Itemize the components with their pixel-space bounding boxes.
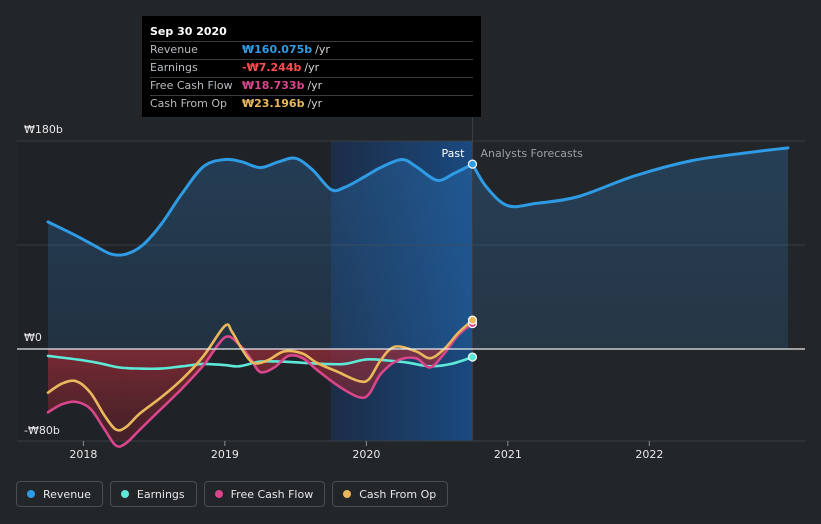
- series-endpoints: [467, 159, 478, 362]
- legend-dot-icon: [27, 490, 35, 498]
- cash-from-op-line: [46, 318, 474, 432]
- series-lines: [46, 146, 790, 448]
- tooltip-label: Free Cash Flow: [150, 79, 233, 92]
- tooltip-row-earnings: Earnings -₩7.244b /yr: [150, 59, 473, 77]
- cash-from-op-endpoint: [467, 315, 478, 325]
- x-axis: 2018 2019 2020 2021 2022: [69, 441, 663, 461]
- revenue-endpoint: [467, 159, 478, 169]
- y-axis-labels: ₩180b ₩0 -₩80b: [24, 123, 63, 437]
- past-label: Past: [442, 147, 466, 160]
- legend-dot-icon: [343, 490, 352, 498]
- data-tooltip: Sep 30 2020 Revenue ₩160.075b /yr Earnin…: [142, 16, 481, 117]
- tooltip-value: ₩18.733b: [242, 79, 305, 92]
- tooltip-label: Revenue: [150, 43, 198, 56]
- tooltip-label: Earnings: [150, 61, 198, 74]
- earnings-endpoint: [467, 352, 478, 362]
- free-cash-flow-line: [46, 322, 474, 448]
- tooltip-unit: /yr: [307, 97, 323, 110]
- legend-dot-icon: [120, 490, 129, 498]
- legend-item-revenue[interactable]: Revenue: [16, 481, 103, 507]
- tooltip-unit: /yr: [304, 61, 320, 74]
- x-tick-label: 2022: [635, 448, 663, 461]
- y-tick-label: ₩0: [24, 331, 42, 344]
- tooltip-row-free-cash-flow: Free Cash Flow ₩18.733b /yr: [150, 77, 473, 95]
- x-tick-label: 2019: [211, 448, 239, 461]
- tooltip-value: ₩23.196b: [242, 97, 305, 110]
- revenue-line: [46, 156, 474, 257]
- tooltip-value: -₩7.244b: [242, 61, 302, 74]
- x-tick-label: 2020: [352, 448, 380, 461]
- chart-legend: Revenue Earnings Free Cash Flow Cash Fro…: [16, 481, 449, 507]
- y-tick-label: -₩80b: [24, 424, 60, 437]
- x-tick-label: 2021: [494, 448, 522, 461]
- legend-dot-icon: [214, 490, 223, 498]
- tooltip-unit: /yr: [307, 79, 323, 92]
- tooltip-date: Sep 30 2020: [150, 25, 227, 38]
- negative-cashflow-area: [48, 349, 473, 441]
- forecast-label: Analysts Forecasts: [480, 147, 583, 160]
- legend-label: Earnings: [136, 487, 185, 501]
- tooltip-unit: /yr: [315, 43, 330, 56]
- tooltip-value: ₩160.075b: [242, 43, 313, 56]
- legend-item-earnings[interactable]: Earnings: [109, 481, 197, 507]
- legend-item-cash-from-op[interactable]: Cash From Op: [332, 481, 449, 507]
- legend-label: Revenue: [43, 487, 91, 501]
- revenue-area: [48, 158, 473, 349]
- tooltip-row-cash-from-op: Cash From Op ₩23.196b /yr: [150, 95, 473, 113]
- tooltip-label: Cash From Op: [150, 97, 228, 110]
- legend-label: Cash From Op: [359, 487, 437, 501]
- legend-item-free-cash-flow[interactable]: Free Cash Flow: [203, 481, 326, 507]
- x-tick-label: 2018: [69, 448, 97, 461]
- legend-label: Free Cash Flow: [230, 487, 314, 501]
- revenue-forecast-area: [472, 147, 788, 349]
- revenue-forecast-line: [471, 146, 790, 209]
- tooltip-row-revenue: Revenue ₩160.075b /yr: [150, 41, 473, 59]
- y-tick-label: ₩180b: [24, 123, 63, 136]
